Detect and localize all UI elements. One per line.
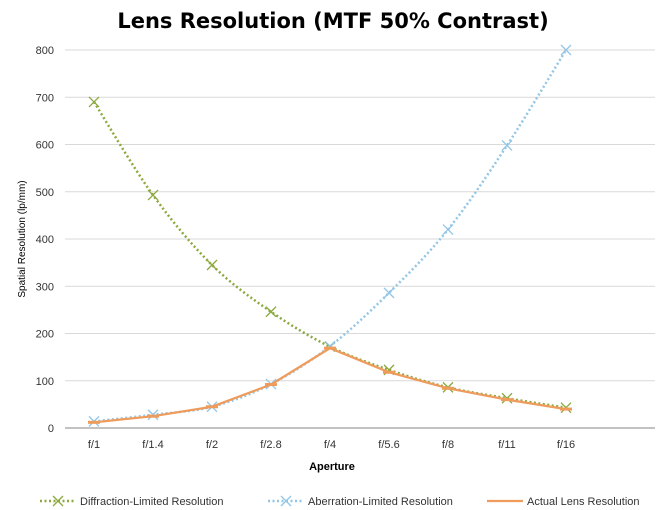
legend-label-2: Actual Lens Resolution xyxy=(527,496,640,508)
legend-label-1: Aberration-Limited Resolution xyxy=(308,496,453,508)
data-point-0-2 xyxy=(206,259,218,271)
data-point-0-1 xyxy=(147,189,159,201)
y-tick-label-700: 700 xyxy=(36,92,54,104)
x-axis-label: Aperture xyxy=(309,461,355,473)
legend-item-1: Aberration-Limited Resolution xyxy=(268,495,453,508)
series-line-2 xyxy=(93,346,567,424)
x-tick-label-3: f/2.8 xyxy=(260,439,281,451)
legend-item-2: Actual Lens Resolution xyxy=(487,496,640,508)
data-point-1-5 xyxy=(383,287,395,299)
y-tick-label-0: 0 xyxy=(48,423,54,435)
x-tick-label-5: f/5.6 xyxy=(378,439,399,451)
y-tick-label-500: 500 xyxy=(36,187,54,199)
y-axis-ticks: 0 100 200 300 400 500 600 700 800 xyxy=(36,45,54,435)
data-point-0-3 xyxy=(265,306,277,318)
x-tick-label-7: f/11 xyxy=(498,439,516,451)
legend: Diffraction-Limited Resolution Aberration… xyxy=(40,495,640,508)
y-tick-label-400: 400 xyxy=(36,234,54,246)
x-tick-label-8: f/16 xyxy=(557,439,575,451)
series-line-1 xyxy=(93,50,568,423)
data-point-1-6 xyxy=(442,224,454,236)
x-tick-label-2: f/2 xyxy=(206,439,218,451)
y-tick-label-100: 100 xyxy=(36,376,54,388)
y-tick-label-200: 200 xyxy=(36,329,54,341)
series-1 xyxy=(88,44,572,427)
chart-title: Lens Resolution (MTF 50% Contrast) xyxy=(117,9,548,33)
legend-marker-1 xyxy=(280,495,292,507)
data-point-0-0 xyxy=(88,96,100,108)
x-tick-label-4: f/4 xyxy=(324,439,336,451)
gridlines xyxy=(65,49,655,382)
legend-marker-0 xyxy=(52,495,64,507)
series-layer xyxy=(88,44,572,427)
x-axis-ticks: f/1 f/1.4 f/2 f/2.8 f/4 f/5.6 f/8 f/11 f/16 xyxy=(88,439,575,451)
y-axis-label: Spatial Resolution (lp/mm) xyxy=(17,180,28,297)
y-tick-label-300: 300 xyxy=(36,281,54,293)
x-tick-label-6: f/8 xyxy=(442,439,454,451)
series-line-0 xyxy=(92,101,567,409)
series-2 xyxy=(88,346,572,424)
x-tick-label-0: f/1 xyxy=(88,439,100,451)
x-tick-label-1: f/1.4 xyxy=(142,439,163,451)
data-point-1-7 xyxy=(501,139,513,151)
legend-item-0: Diffraction-Limited Resolution xyxy=(40,495,223,508)
y-tick-label-600: 600 xyxy=(36,140,54,152)
data-point-1-8 xyxy=(560,44,572,56)
y-tick-label-800: 800 xyxy=(36,45,54,57)
legend-label-0: Diffraction-Limited Resolution xyxy=(80,496,223,508)
